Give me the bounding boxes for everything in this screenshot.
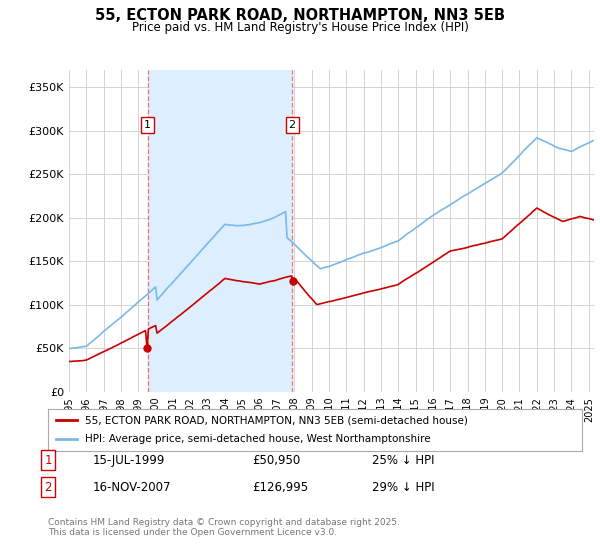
Bar	[148, 70, 292, 392]
Text: £50,950: £50,950	[252, 454, 300, 467]
Text: 29% ↓ HPI: 29% ↓ HPI	[372, 480, 434, 494]
Text: 15-JUL-1999: 15-JUL-1999	[93, 454, 166, 467]
Text: 55, ECTON PARK ROAD, NORTHAMPTON, NN3 5EB: 55, ECTON PARK ROAD, NORTHAMPTON, NN3 5E…	[95, 8, 505, 24]
Text: 2: 2	[289, 120, 296, 130]
Text: 16-NOV-2007: 16-NOV-2007	[93, 480, 172, 494]
Text: 25% ↓ HPI: 25% ↓ HPI	[372, 454, 434, 467]
Text: £126,995: £126,995	[252, 480, 308, 494]
Text: Contains HM Land Registry data © Crown copyright and database right 2025.
This d: Contains HM Land Registry data © Crown c…	[48, 518, 400, 538]
Text: 1: 1	[44, 454, 52, 467]
Text: Price paid vs. HM Land Registry's House Price Index (HPI): Price paid vs. HM Land Registry's House …	[131, 21, 469, 34]
Text: 1: 1	[144, 120, 151, 130]
Text: 55, ECTON PARK ROAD, NORTHAMPTON, NN3 5EB (semi-detached house): 55, ECTON PARK ROAD, NORTHAMPTON, NN3 5E…	[85, 415, 468, 425]
Text: 2: 2	[44, 480, 52, 494]
Text: HPI: Average price, semi-detached house, West Northamptonshire: HPI: Average price, semi-detached house,…	[85, 435, 431, 445]
